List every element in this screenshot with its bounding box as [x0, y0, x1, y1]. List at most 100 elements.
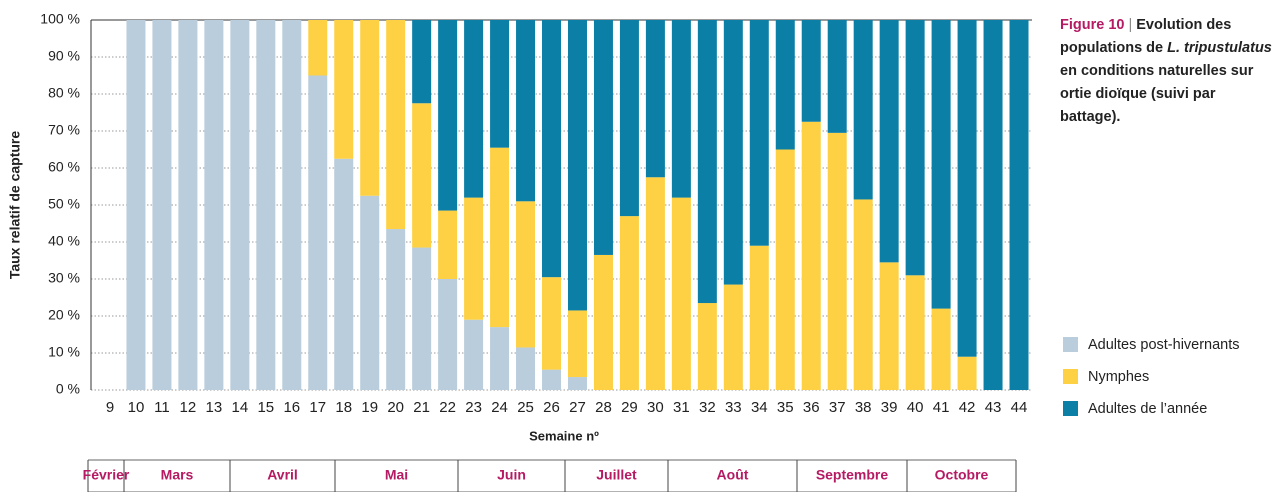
bar-segment: [438, 279, 458, 390]
x-tick-label: 17: [309, 399, 326, 416]
bar-segment: [412, 20, 432, 104]
bar-segment: [412, 247, 432, 390]
bar-segment: [542, 20, 562, 278]
month-label: Octobre: [935, 467, 989, 483]
legend-swatch: [1063, 369, 1078, 384]
bar-segment: [567, 310, 587, 378]
figure-label: Figure 10: [1060, 17, 1125, 33]
x-tick-label: 32: [699, 399, 716, 416]
bar-segment: [853, 20, 873, 200]
x-tick-label: 23: [465, 399, 482, 416]
x-tick-label: 15: [257, 399, 274, 416]
bar-segment: [645, 20, 665, 178]
x-axis-label: Semaine nº: [529, 428, 599, 443]
bar-segment: [542, 277, 562, 370]
bar-segment: [567, 377, 587, 390]
bar-segment: [723, 284, 743, 390]
bar-segment: [723, 20, 743, 285]
bar-segment: [516, 201, 536, 348]
bar-segment: [567, 20, 587, 311]
bar-segment: [178, 20, 198, 390]
bar-segment: [931, 308, 951, 390]
bar-segment: [671, 197, 691, 390]
y-tick-label: 80 %: [48, 85, 80, 101]
x-tick-label: 30: [647, 399, 664, 416]
bar-segment: [438, 210, 458, 279]
month-label: Mars: [161, 467, 194, 483]
x-tick-label: 13: [206, 399, 223, 416]
x-tick-label: 43: [985, 399, 1002, 416]
legend-swatch: [1063, 401, 1078, 416]
bar-segment: [490, 20, 510, 148]
x-tick-label: 21: [413, 399, 430, 416]
x-tick-label: 38: [855, 399, 872, 416]
bar-segment: [801, 20, 821, 122]
bar-segment: [697, 20, 717, 304]
bar-segment: [334, 158, 354, 390]
x-tick-label: 24: [491, 399, 508, 416]
x-tick-label: 20: [387, 399, 404, 416]
x-tick-label: 41: [933, 399, 950, 416]
bar-segment: [645, 177, 665, 390]
bar-segment: [697, 303, 717, 390]
caption-text: en conditions naturelles sur ortie dioïq…: [1060, 63, 1254, 125]
bar-segment: [905, 20, 925, 276]
x-tick-label: 11: [154, 399, 170, 416]
bar-segment: [360, 195, 380, 390]
bar-segment: [619, 20, 639, 217]
legend-label: Nymphes: [1088, 369, 1149, 385]
bar-segment: [671, 20, 691, 198]
caption-species: L. tripustulatus: [1167, 40, 1272, 56]
x-tick-label: 44: [1011, 399, 1028, 416]
x-tick-label: 36: [803, 399, 820, 416]
x-tick-label: 14: [232, 399, 249, 416]
month-label: Avril: [267, 467, 298, 483]
month-label: Février: [83, 467, 130, 483]
caption: Figure 10 | Evolution des populations de L…: [1060, 14, 1272, 129]
x-tick-label: 35: [777, 399, 794, 416]
bar-segment: [957, 356, 977, 390]
x-tick-label: 12: [180, 399, 197, 416]
y-tick-label: 40 %: [48, 233, 80, 249]
x-tick-label: 25: [517, 399, 534, 416]
x-tick-label: 9: [106, 399, 114, 416]
y-tick-label: 50 %: [48, 196, 80, 212]
x-tick-label: 33: [725, 399, 742, 416]
bar-segment: [308, 75, 328, 390]
bar-segment: [464, 197, 484, 320]
bar-segment: [749, 245, 769, 390]
bar-segment: [282, 20, 302, 390]
y-tick-label: 0 %: [56, 381, 80, 397]
bar-segment: [775, 149, 795, 390]
x-tick-label: 37: [829, 399, 846, 416]
x-tick-label: 29: [621, 399, 638, 416]
x-tick-label: 18: [335, 399, 352, 416]
x-tick-label: 34: [751, 399, 768, 416]
y-axis-label: Taux relatif de capture: [7, 131, 23, 280]
y-tick-label: 90 %: [48, 48, 80, 64]
bar-segment: [879, 262, 899, 390]
x-tick-label: 19: [361, 399, 378, 416]
bar-segment: [516, 20, 536, 202]
bar-segment: [801, 121, 821, 390]
y-tick-label: 60 %: [48, 159, 80, 175]
legend-label: Adultes de l’année: [1088, 401, 1207, 417]
bar-segment: [464, 20, 484, 198]
bar-segment: [126, 20, 146, 390]
caption-text: Evolution des populations de: [1060, 17, 1232, 56]
legend-label: Adultes post-hivernants: [1088, 337, 1240, 353]
x-tick-label: 28: [595, 399, 612, 416]
x-tick-label: 31: [673, 399, 690, 416]
separator: |: [1128, 17, 1133, 33]
bar-segment: [256, 20, 276, 390]
y-tick-label: 70 %: [48, 122, 80, 138]
x-tick-label: 10: [128, 399, 145, 416]
bar-segment: [542, 369, 562, 390]
bar-segment: [152, 20, 172, 390]
x-tick-label: 39: [881, 399, 898, 416]
bar-segment: [827, 132, 847, 390]
month-label: Septembre: [816, 467, 889, 483]
month-label: Août: [717, 467, 749, 483]
bar-segment: [749, 20, 769, 246]
